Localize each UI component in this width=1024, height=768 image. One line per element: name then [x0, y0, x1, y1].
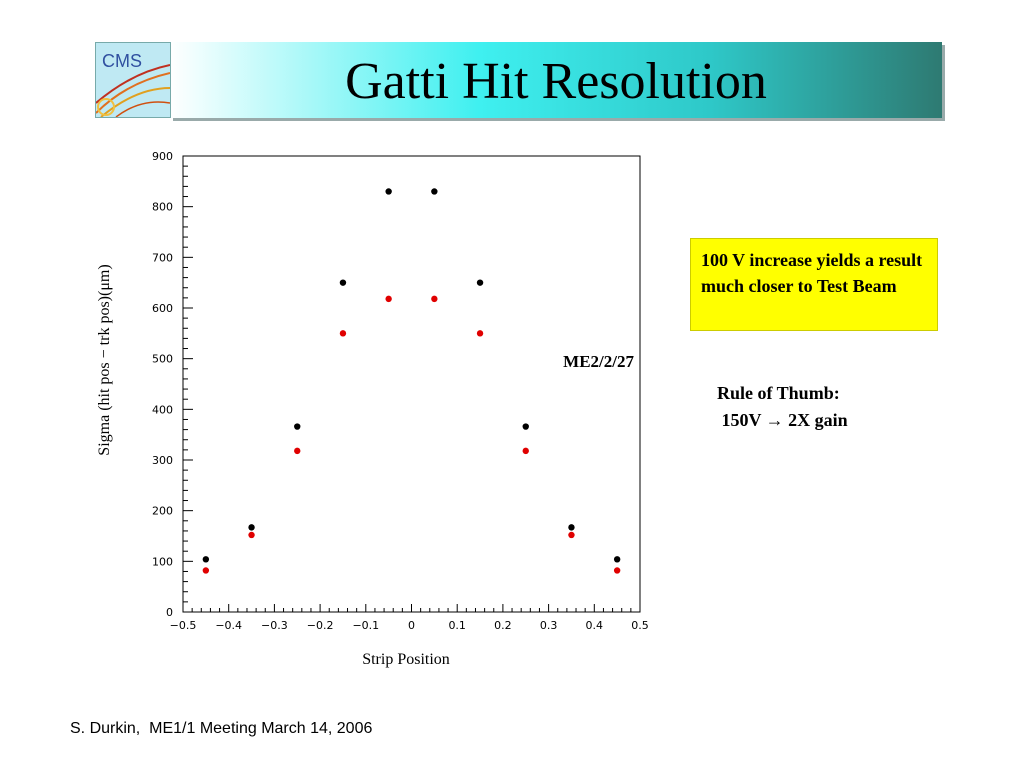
footer: S. Durkin, ME1/1 Meeting March 14, 2006 [70, 720, 373, 737]
data-point [248, 524, 255, 531]
data-points [202, 188, 621, 574]
x-axis-label: Strip Position [362, 651, 450, 668]
cms-logo: CMS [95, 42, 171, 118]
x-tick-label: −0.3 [261, 619, 288, 632]
x-axis: −0.5 −0.4 −0.3 −0.2 −0.1 0 0.1 0.2 0.3 0.4 0.5 [170, 604, 649, 632]
data-point [431, 295, 438, 303]
y-tick-label: 400 [152, 403, 173, 416]
x-tick-label: 0.5 [631, 619, 649, 632]
y-tick-label: 100 [152, 555, 173, 568]
y-tick-label: 500 [152, 353, 173, 366]
y-axis: 0 100 200 300 400 500 600 700 800 900 [152, 150, 193, 619]
x-tick-label: 0.1 [448, 619, 466, 632]
data-point [568, 531, 575, 539]
y-axis-label: Sigma (hit pos − trk pos)(μm) [96, 264, 113, 455]
data-point [202, 567, 210, 574]
y-tick-label: 300 [152, 454, 173, 467]
data-point [431, 188, 438, 195]
data-point [294, 447, 301, 455]
x-tick-label: −0.2 [307, 619, 334, 632]
data-point [339, 279, 347, 286]
x-tick-label: 0.3 [540, 619, 558, 632]
svg-text:CMS: CMS [102, 51, 142, 71]
data-point [568, 524, 575, 531]
rule-line-1: Rule of Thumb: [717, 383, 840, 403]
x-tick-label: 0 [408, 619, 415, 632]
y-tick-label: 800 [152, 201, 173, 214]
x-tick-label: −0.4 [215, 619, 242, 632]
data-point [339, 330, 347, 337]
data-point [522, 423, 529, 430]
y-tick-label: 900 [152, 150, 173, 163]
x-tick-label: 0.2 [494, 619, 512, 632]
data-point [613, 556, 621, 563]
data-point [522, 447, 529, 455]
x-tick-label: −0.5 [170, 619, 197, 632]
rule-line-2: 150V → 2X gain [717, 410, 848, 430]
data-point [385, 188, 392, 195]
x-tick-label: 0.4 [586, 619, 604, 632]
rule-of-thumb: Rule of Thumb: 150V → 2X gain [717, 380, 848, 434]
y-tick-label: 200 [152, 505, 173, 518]
chart-annotation: ME2/2/27 [563, 352, 634, 371]
title-bar [170, 42, 942, 118]
slide-title: Gatti Hit Resolution [345, 53, 767, 110]
data-point [385, 295, 392, 303]
cms-logo-icon: CMS [96, 43, 170, 117]
x-tick-label: −0.1 [352, 619, 379, 632]
y-tick-label: 600 [152, 302, 173, 315]
y-tick-label: 0 [166, 606, 173, 619]
data-point [248, 531, 255, 539]
data-point [476, 279, 484, 286]
note-box: 100 V increase yields a result much clos… [690, 238, 938, 331]
plot-frame [182, 155, 641, 613]
y-tick-label: 700 [152, 251, 173, 264]
data-point [294, 423, 301, 430]
data-point [202, 556, 210, 563]
data-point [476, 330, 484, 337]
data-point [613, 567, 621, 574]
